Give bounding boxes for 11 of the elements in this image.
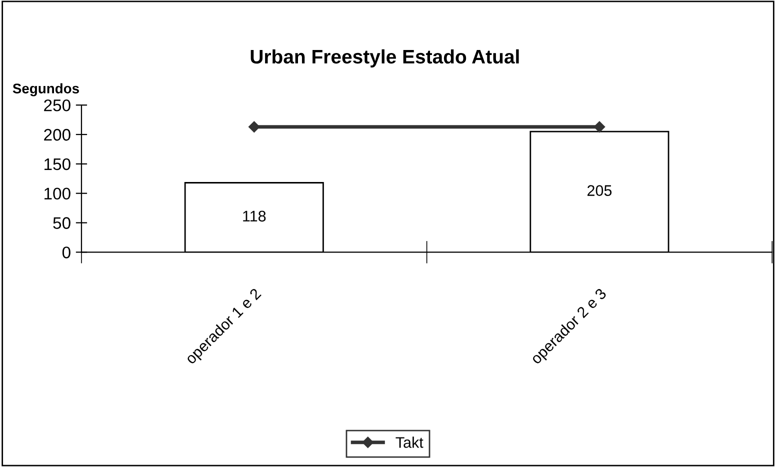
y-tick-label: 0 [62,246,70,258]
y-tick-label: 250 [44,99,70,112]
y-tick-label: 100 [44,188,70,200]
legend-label: Takt [396,436,424,448]
y-tick-label: 200 [44,128,70,141]
data-label: 205 [587,185,612,196]
y-tick-label: 50 [53,217,70,229]
y-tick-label: 150 [44,158,70,170]
y-axis-title: Segundos [12,83,79,96]
chart-title: Urban Freestyle Estado Atual [250,49,519,68]
data-label: 118 [243,210,266,222]
